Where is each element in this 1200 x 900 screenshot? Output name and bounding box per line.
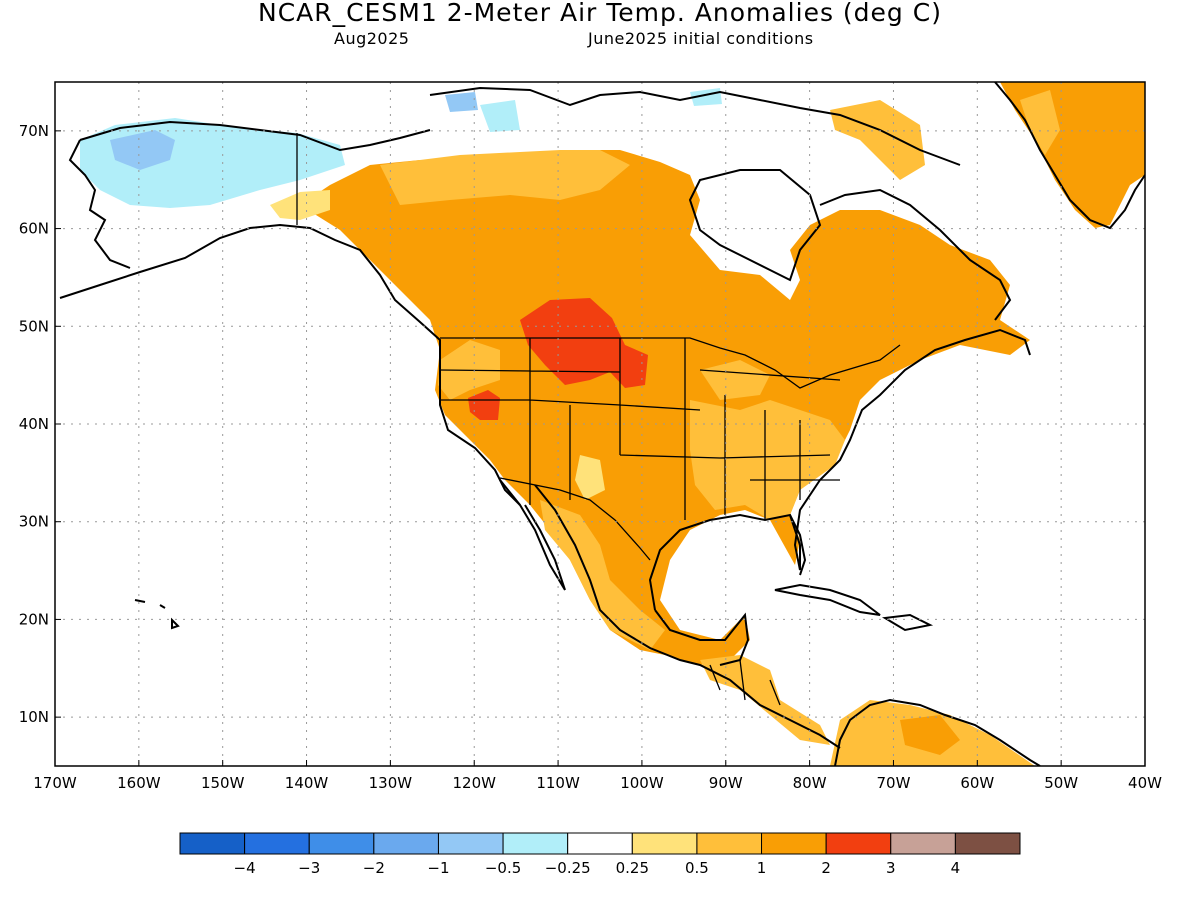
colorbar-swatch (631, 832, 698, 855)
warm-light-patch-midwest (700, 360, 770, 400)
lon-label: 90W (709, 774, 743, 792)
lon-label: 100W (620, 774, 664, 792)
south-america-coast (834, 698, 1041, 766)
lon-label: 120W (452, 774, 496, 792)
colorbar (179, 832, 1021, 855)
alaska-north-coast (79, 120, 431, 152)
colorbar-label: −2 (363, 859, 385, 877)
hot-spot-great-basin (468, 390, 500, 420)
cuba-coast (774, 583, 881, 616)
hot-spot-northern-plains (520, 298, 648, 388)
grid-lines (55, 82, 1145, 766)
colorbar-label: 4 (951, 859, 961, 877)
colorbar-swatch (567, 832, 633, 855)
colorbar-label: −1 (427, 859, 449, 877)
colorbar-swatch (696, 832, 763, 855)
lon-label: 50W (1044, 774, 1078, 792)
lon-label: 140W (285, 774, 329, 792)
valid-month-label: Aug2025 (334, 29, 410, 48)
south-america-warm-core (900, 715, 960, 755)
lon-label: 130W (369, 774, 413, 792)
colorbar-label: −4 (234, 859, 256, 877)
init-conditions-label: June2025 initial conditions (588, 29, 814, 48)
warm-yellow-patch-southwest (575, 455, 605, 500)
lat-label: 70N (19, 122, 49, 140)
hispaniola-coast (881, 613, 934, 632)
axis-ticks (54, 130, 1146, 766)
lat-label: 10N (19, 708, 49, 726)
colorbar-swatch (437, 832, 504, 855)
lat-label: 30N (19, 513, 49, 531)
lon-label: 160W (117, 774, 161, 792)
labrador-coast (819, 188, 1012, 321)
greenland-light-patch (1020, 90, 1060, 155)
colorbar-swatch (825, 832, 892, 855)
colorbar-label: −0.25 (545, 859, 591, 877)
alaska-coast (59, 223, 521, 506)
central-america-borders (709, 659, 781, 706)
central-america-warm-area (700, 655, 830, 745)
map-title: NCAR_CESM1 2-Meter Air Temp. Anomalies (… (258, 0, 942, 27)
lat-label: 40N (19, 415, 49, 433)
colorbar-label: −3 (298, 859, 320, 877)
hudson-bay-coast (688, 169, 822, 282)
florida-coast (789, 514, 807, 576)
warm-light-patch-arctic (380, 150, 630, 205)
colorbar-swatch (502, 832, 569, 855)
warm-yellow-patch-yukon (270, 190, 330, 220)
arctic-islands-coast (429, 86, 961, 166)
colorbar-swatch (761, 832, 827, 855)
colorbar-swatch (890, 832, 956, 855)
colorbar-label: 2 (821, 859, 831, 877)
colorbar-label: 3 (886, 859, 896, 877)
colorbar-label: −0.5 (485, 859, 521, 877)
lon-label: 110W (536, 774, 580, 792)
lon-label: 60W (960, 774, 994, 792)
yucatan-coast (654, 609, 750, 666)
colorbar-label: 0.25 (616, 859, 649, 877)
lon-label: 170W (33, 774, 77, 792)
us-canada-border (440, 337, 901, 389)
colorbar-swatch (308, 832, 375, 855)
arctic-cool-spot (445, 92, 478, 112)
us-mexico-border (499, 477, 651, 561)
colorbar-swatch (954, 832, 1021, 855)
alaska-west-coast (68, 139, 131, 269)
lon-label: 80W (793, 774, 827, 792)
colorbar-swatch (373, 832, 439, 855)
us-state-lines (439, 338, 841, 520)
colorbar-label: 1 (757, 859, 767, 877)
colorbar-swatch (244, 832, 310, 855)
hawaii-islands (134, 599, 180, 630)
baffin-warm-area (830, 100, 925, 180)
alaska-cooler-spot (110, 130, 175, 170)
lat-label: 50N (19, 317, 49, 335)
baja-coast (499, 479, 566, 591)
colorbar-labels: −4 −3 −2 −1 −0.5 −0.25 0.25 0.5 1 2 3 4 (234, 859, 961, 877)
political-borders (296, 133, 901, 706)
colorbar-label: 0.5 (685, 859, 709, 877)
colorbar-swatch (179, 832, 246, 855)
longitude-labels: 170W 160W 150W 140W 130W 120W 110W 100W 90W 80W 70… (33, 774, 1162, 792)
lat-label: 20N (19, 610, 49, 628)
lon-label: 40W (1128, 774, 1162, 792)
lat-label: 60N (19, 220, 49, 238)
gulf-coast (648, 328, 1031, 611)
latitude-labels: 10N 20N 30N 40N 50N 60N 70N (19, 122, 49, 726)
warm-light-patch-southeast (690, 400, 845, 520)
arctic-cool-spot-2 (480, 100, 520, 132)
lon-label: 70W (877, 774, 911, 792)
lon-label: 150W (201, 774, 245, 792)
greenland-coast (994, 82, 1145, 230)
